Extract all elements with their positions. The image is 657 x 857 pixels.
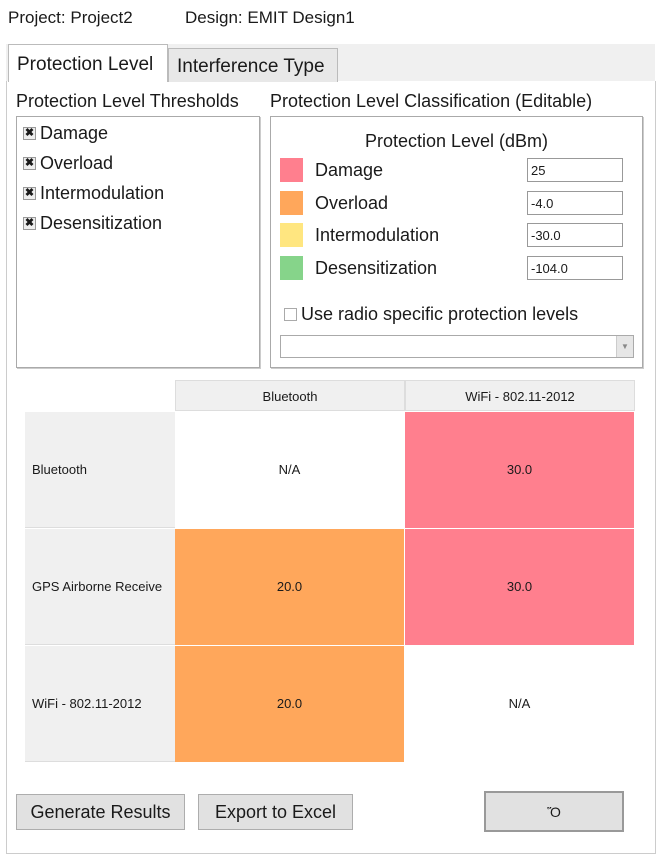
matrix-cell[interactable]: 30.0 [405,412,634,528]
checkbox-checked-icon: ✖ [23,157,36,170]
row-header: WiFi - 802.11-2012 [25,646,175,762]
threshold-label: Desensitization [40,213,163,233]
checkbox-checked-icon: ✖ [23,217,36,230]
design-label: Design: EMIT Design1 [185,8,355,27]
tab-protection-level[interactable]: Protection Level [8,44,168,82]
level-label: Overload [315,192,389,213]
threshold-checkbox-desensitization[interactable]: ✖ Desensitization [23,213,162,234]
radio-specific-label: Use radio specific protection levels [301,304,579,324]
intermodulation-color-swatch [280,223,303,248]
overload-color-swatch [280,190,303,215]
desensitization-color-swatch [280,255,303,280]
radio-specific-checkbox[interactable]: Use radio specific protection levels [284,304,578,325]
row-header: Bluetooth [25,412,175,528]
export-to-excel-button[interactable]: Export to Excel [198,794,353,830]
tab-interference-type[interactable]: Interference Type [168,48,338,82]
project-label: Project: Project2 [8,8,133,27]
matrix-cell[interactable]: 20.0 [175,646,404,762]
threshold-checkbox-intermodulation[interactable]: ✖ Intermodulation [23,183,164,204]
generate-results-button[interactable]: Generate Results [16,794,185,830]
checkbox-checked-icon: ✖ [23,187,36,200]
damage-level-input[interactable]: 25 [527,158,623,182]
damage-color-swatch [280,158,303,182]
matrix-cell[interactable]: N/A [175,412,404,528]
matrix-cell[interactable]: N/A [405,646,634,762]
desensitization-level-input[interactable]: -104.0 [527,255,623,280]
status-button[interactable]: Ὅ [484,791,624,832]
matrix-cell[interactable]: 20.0 [175,529,404,645]
classification-box [270,116,643,368]
chevron-down-icon[interactable]: ▼ [616,336,633,357]
level-label: Desensitization [315,257,438,278]
protection-level-subheading: Protection Level (dBm) [364,131,549,151]
thresholds-heading: Protection Level Thresholds [16,91,239,111]
column-header: Bluetooth [175,380,405,411]
intermodulation-level-input[interactable]: -30.0 [527,223,623,248]
threshold-checkbox-overload[interactable]: ✖ Overload [23,153,113,174]
level-label: Damage [315,160,384,180]
row-header: GPS Airborne Receive [25,529,175,645]
level-label: Intermodulation [315,225,440,246]
threshold-checkbox-damage[interactable]: ✖ Damage [23,123,108,144]
checkbox-icon [284,308,297,321]
matrix-cell[interactable]: 30.0 [405,529,634,645]
thresholds-box [16,116,260,368]
overload-level-input[interactable]: -4.0 [527,190,623,215]
threshold-label: Damage [40,123,109,143]
threshold-label: Intermodulation [40,183,165,203]
checkbox-checked-icon: ✖ [23,127,36,140]
classification-heading: Protection Level Classification (Editabl… [270,91,593,111]
threshold-label: Overload [40,153,114,173]
column-header: WiFi - 802.11-2012 [405,380,635,411]
radio-dropdown[interactable]: ▼ [280,335,634,358]
